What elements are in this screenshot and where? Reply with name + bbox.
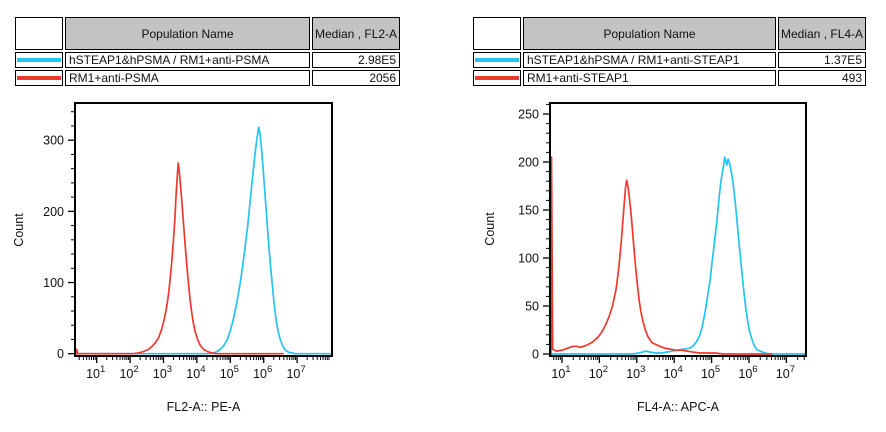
swatch-column-header [15,17,63,50]
median-column-header: Median , FL2-A [312,17,400,50]
svg-text:104: 104 [186,364,205,381]
svg-text:0: 0 [532,348,539,362]
svg-text:200: 200 [518,156,539,170]
svg-text:50: 50 [525,300,539,314]
svg-text:107: 107 [286,364,305,381]
svg-text:250: 250 [518,108,539,122]
svg-text:105: 105 [701,364,720,381]
panel-fl4: Population Name Median , FL4-A hSTEAP1&h… [443,0,886,432]
svg-text:101: 101 [86,364,105,381]
svg-text:103: 103 [626,364,645,381]
table-row[interactable]: hSTEAP1&hPSMA / RM1+anti-STEAP1 1.37E5 [473,52,866,68]
series-swatch-cyan [475,58,519,62]
svg-text:105: 105 [220,364,239,381]
svg-text:0: 0 [57,347,64,361]
svg-text:Count: Count [483,212,497,246]
svg-text:103: 103 [153,364,172,381]
population-name-cell: hSTEAP1&hPSMA / RM1+anti-PSMA [65,52,310,68]
svg-text:FL2-A:: PE-A: FL2-A:: PE-A [167,400,241,414]
population-stats-table[interactable]: Population Name Median , FL2-A hSTEAP1&h… [13,15,402,88]
population-name-header: Population Name [65,17,310,50]
svg-text:107: 107 [776,364,795,381]
svg-text:FL4-A:: APC-A: FL4-A:: APC-A [637,400,720,414]
svg-text:150: 150 [518,204,539,218]
svg-text:106: 106 [738,364,757,381]
svg-text:300: 300 [43,134,64,148]
svg-text:102: 102 [119,364,138,381]
table-header-row: Population Name Median , FL2-A [15,17,400,50]
swatch-column-header [473,17,521,50]
series-swatch-cyan [17,58,61,62]
svg-text:101: 101 [551,364,570,381]
population-stats-table[interactable]: Population Name Median , FL4-A hSTEAP1&h… [471,15,868,88]
population-name-cell: RM1+anti-PSMA [65,70,310,86]
population-name-header: Population Name [523,17,776,50]
svg-text:102: 102 [589,364,608,381]
median-value-cell: 1.37E5 [778,52,866,68]
svg-text:106: 106 [253,364,272,381]
median-column-header: Median , FL4-A [778,17,866,50]
table-row[interactable]: hSTEAP1&hPSMA / RM1+anti-PSMA 2.98E5 [15,52,400,68]
median-value-cell: 2056 [312,70,400,86]
histogram-plot-fl4[interactable]: 101 102 103 104 105 106 107 0 50 100 150 200 250 FL4-… [443,0,886,432]
table-header-row: Population Name Median , FL4-A [473,17,866,50]
table-row[interactable]: RM1+anti-STEAP1 493 [473,70,866,86]
panel-fl2: Population Name Median , FL2-A hSTEAP1&h… [0,0,443,432]
series-swatch-red [475,76,519,80]
series-swatch-red [17,76,61,80]
svg-text:104: 104 [664,364,683,381]
svg-text:100: 100 [518,252,539,266]
median-value-cell: 493 [778,70,866,86]
median-value-cell: 2.98E5 [312,52,400,68]
population-name-cell: hSTEAP1&hPSMA / RM1+anti-STEAP1 [523,52,776,68]
population-name-cell: RM1+anti-STEAP1 [523,70,776,86]
svg-text:Count: Count [12,213,26,247]
svg-text:100: 100 [43,276,64,290]
table-row[interactable]: RM1+anti-PSMA 2056 [15,70,400,86]
svg-text:200: 200 [43,205,64,219]
